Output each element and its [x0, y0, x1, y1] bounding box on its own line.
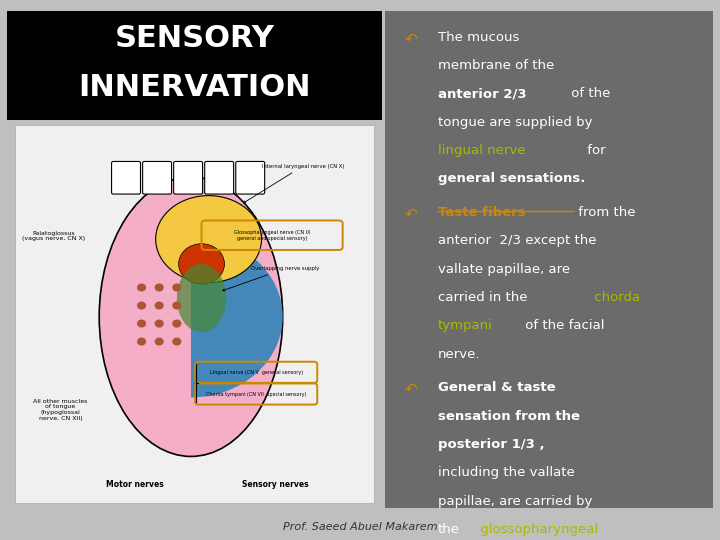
Text: tympani: tympani	[438, 319, 492, 332]
Ellipse shape	[177, 264, 226, 332]
Text: All other muscles
of tongue
(hypoglossal
nerve, CN XII): All other muscles of tongue (hypoglossal…	[33, 399, 88, 421]
Text: Internal laryngeal nerve (CN X): Internal laryngeal nerve (CN X)	[243, 164, 344, 203]
Circle shape	[172, 320, 181, 328]
Ellipse shape	[99, 177, 283, 456]
Text: Lingual nerve (CN V  general sensory): Lingual nerve (CN V general sensory)	[210, 370, 303, 375]
Circle shape	[172, 301, 181, 309]
Text: Overlapping nerve supply: Overlapping nerve supply	[222, 266, 319, 291]
Circle shape	[179, 244, 225, 284]
Text: Chorda tympani (CN VII  special sensory): Chorda tympani (CN VII special sensory)	[206, 392, 307, 396]
Text: for: for	[583, 144, 606, 157]
Text: ↶: ↶	[405, 31, 418, 46]
Text: anterior 2/3: anterior 2/3	[438, 87, 526, 100]
Text: membrane of the: membrane of the	[438, 59, 554, 72]
Text: carried in the: carried in the	[438, 291, 527, 304]
Text: SENSORY: SENSORY	[114, 24, 274, 52]
Text: general sensations.: general sensations.	[438, 172, 585, 185]
Text: posterior 1/3 ,: posterior 1/3 ,	[438, 438, 544, 451]
Text: from the: from the	[574, 206, 635, 219]
Circle shape	[137, 301, 146, 309]
FancyBboxPatch shape	[143, 161, 171, 194]
Text: The mucous: The mucous	[438, 31, 519, 44]
Text: INNERVATION: INNERVATION	[78, 73, 310, 102]
Text: glossopharyngeal: glossopharyngeal	[476, 523, 598, 536]
Circle shape	[172, 284, 181, 292]
Text: Motor nerves: Motor nerves	[106, 480, 163, 489]
FancyBboxPatch shape	[14, 125, 374, 503]
Text: Prof. Saeed Abuel Makarem: Prof. Saeed Abuel Makarem	[283, 522, 437, 531]
Text: chorda: chorda	[590, 291, 640, 304]
Text: Palatoglossus
(vagus nerve, CN X): Palatoglossus (vagus nerve, CN X)	[22, 231, 85, 241]
Circle shape	[172, 338, 181, 346]
Text: of the facial: of the facial	[521, 319, 605, 332]
Text: ↶: ↶	[405, 206, 418, 221]
FancyBboxPatch shape	[7, 11, 382, 120]
Text: General & taste: General & taste	[438, 381, 555, 394]
FancyBboxPatch shape	[235, 161, 265, 194]
Text: papillae, are carried by: papillae, are carried by	[438, 495, 592, 508]
Text: vallate papillae, are: vallate papillae, are	[438, 262, 570, 276]
Circle shape	[137, 338, 146, 346]
Circle shape	[137, 320, 146, 328]
Text: ↶: ↶	[405, 381, 418, 396]
Text: Glossopharyngeal nerve (CN IX
general and special sensory): Glossopharyngeal nerve (CN IX general an…	[234, 230, 310, 241]
Circle shape	[137, 284, 146, 292]
Circle shape	[155, 284, 163, 292]
Wedge shape	[191, 236, 283, 397]
Text: Sensory nerves: Sensory nerves	[243, 480, 309, 489]
Text: the: the	[438, 523, 459, 536]
FancyBboxPatch shape	[385, 11, 713, 508]
Circle shape	[155, 320, 163, 328]
Text: lingual nerve: lingual nerve	[438, 144, 525, 157]
FancyBboxPatch shape	[204, 161, 233, 194]
Text: Taste fibers: Taste fibers	[438, 206, 526, 219]
Text: anterior  2/3 except the: anterior 2/3 except the	[438, 234, 596, 247]
Circle shape	[155, 338, 163, 346]
Text: nerve.: nerve.	[438, 348, 480, 361]
Circle shape	[155, 301, 163, 309]
Ellipse shape	[156, 195, 261, 282]
FancyBboxPatch shape	[174, 161, 202, 194]
Text: of the: of the	[567, 87, 611, 100]
Text: tongue are supplied by: tongue are supplied by	[438, 116, 592, 129]
FancyBboxPatch shape	[112, 161, 140, 194]
Text: including the vallate: including the vallate	[438, 467, 575, 480]
Text: sensation from the: sensation from the	[438, 410, 580, 423]
